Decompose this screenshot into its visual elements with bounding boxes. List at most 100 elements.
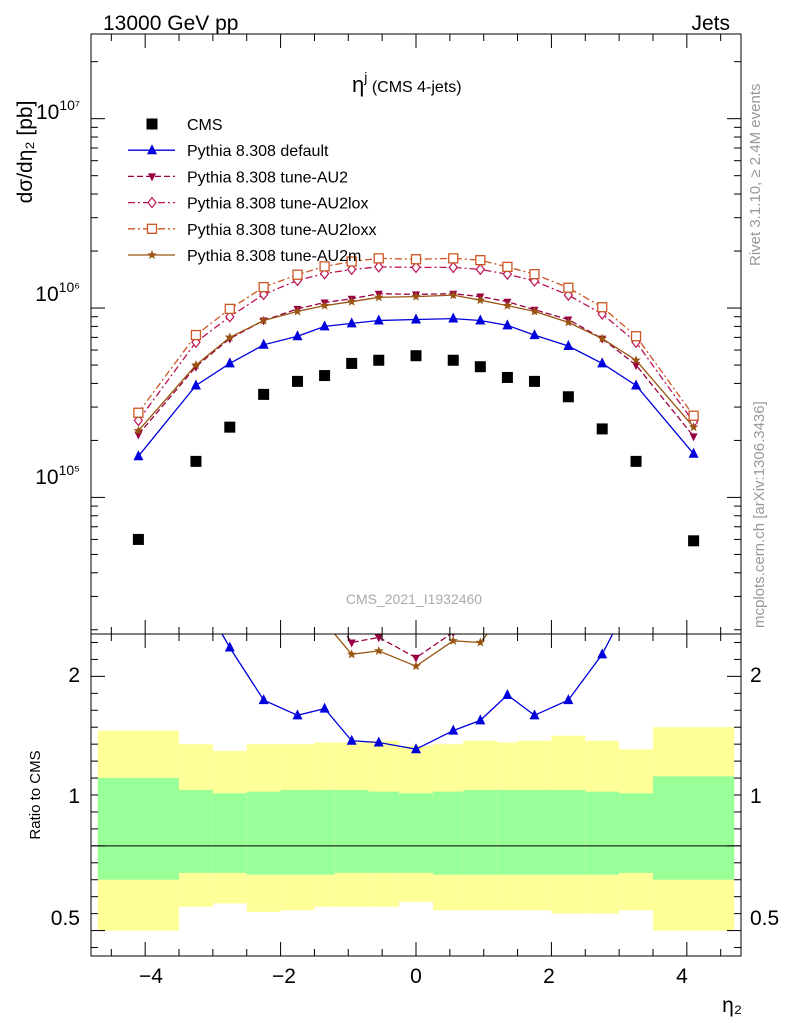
xtick-label-4: 4 bbox=[676, 965, 688, 988]
data-point-s1-16 bbox=[688, 447, 699, 458]
ratio-ytick-label-left-0.5: 0.5 bbox=[51, 907, 80, 930]
data-point-s1-10 bbox=[475, 314, 486, 325]
data-point-s0-14 bbox=[596, 423, 608, 435]
data-point-s0-12 bbox=[528, 375, 540, 387]
x-axis-ticks bbox=[110, 34, 722, 956]
data-point-s4-15 bbox=[630, 331, 642, 342]
ratio-band-inner-4 bbox=[280, 789, 315, 875]
ratio-uncertainty-bands bbox=[97, 727, 735, 931]
legend-label-3: Pythia 8.308 tune-AU2lox bbox=[187, 196, 368, 213]
data-point-s0-1 bbox=[190, 455, 202, 467]
xtick-label-m4: −4 bbox=[139, 965, 163, 988]
header-right-label: Jets bbox=[691, 12, 730, 35]
ratio-band-inner-1 bbox=[179, 789, 213, 873]
ratio-band-inner-2 bbox=[212, 793, 247, 873]
data-point-s5-9 bbox=[448, 290, 458, 300]
ratio-ytick-label-left-2: 2 bbox=[68, 664, 80, 687]
ratio-series-2 bbox=[333, 634, 488, 671]
data-point-s1-14 bbox=[597, 357, 608, 368]
ratio-ytick-label-right-2: 2 bbox=[750, 664, 762, 687]
data-point-s1-11 bbox=[502, 319, 513, 330]
legend-marker-2 bbox=[148, 173, 156, 182]
ratio-band-inner-10 bbox=[463, 789, 498, 875]
data-point-s5-13 bbox=[563, 317, 574, 327]
legend-label-4: Pythia 8.308 tune-AU2loxx bbox=[187, 222, 376, 239]
ratio-band-inner-9 bbox=[432, 791, 464, 875]
ratio-band-inner-8 bbox=[399, 793, 433, 873]
ratio-point-r0-13 bbox=[563, 694, 574, 705]
ratio-ytick-label-right-1: 1 bbox=[750, 785, 762, 808]
data-point-s0-3 bbox=[258, 388, 270, 400]
ratio-point-r0-5 bbox=[319, 702, 330, 713]
ratio-point-r2-6 bbox=[346, 649, 357, 659]
data-point-s3-6 bbox=[346, 263, 357, 276]
ratio-y-ticks bbox=[91, 641, 741, 949]
ratio-point-r0-4 bbox=[292, 709, 303, 720]
data-point-s4-5 bbox=[319, 261, 330, 272]
data-point-s1-2 bbox=[224, 357, 235, 368]
legend-label-5: Pythia 8.308 tune-AU2m bbox=[187, 248, 361, 265]
data-point-s4-3 bbox=[258, 281, 269, 293]
xtick-label-m2: −2 bbox=[272, 965, 296, 988]
ratio-point-r0-2 bbox=[224, 641, 235, 652]
main-ytick-label-1e6: 1010⁶ bbox=[35, 279, 80, 306]
data-point-s4-4 bbox=[292, 269, 303, 280]
ratio-point-r0-12 bbox=[529, 709, 540, 720]
ratio-band-inner-5 bbox=[314, 789, 335, 875]
data-point-s5-2 bbox=[225, 332, 235, 342]
ratio-ytick-label-left-1: 1 bbox=[68, 785, 80, 808]
data-point-s5-12 bbox=[529, 306, 540, 316]
legend-marker-1 bbox=[147, 144, 157, 155]
main-ytick-label-1e7: 1010⁷ bbox=[36, 97, 80, 124]
data-point-s4-16 bbox=[688, 410, 699, 421]
plot-title-superscript: j bbox=[363, 69, 367, 85]
data-point-s1-12 bbox=[529, 329, 540, 340]
data-point-s4-10 bbox=[475, 255, 486, 266]
series-4 bbox=[133, 253, 699, 421]
data-point-s1-8 bbox=[411, 313, 421, 324]
series-1 bbox=[133, 312, 699, 461]
data-point-s4-12 bbox=[529, 269, 540, 280]
data-point-s5-16 bbox=[688, 422, 699, 432]
ratio-point-r1-7 bbox=[374, 634, 383, 643]
data-point-s0-5 bbox=[319, 370, 331, 382]
main-panel: ηj (CMS 4-jets) CMS_2021_I1932460 1010⁵ … bbox=[35, 33, 742, 635]
data-point-s1-3 bbox=[258, 338, 269, 349]
data-point-s3-2 bbox=[225, 310, 235, 323]
plot-title-subtitle: (CMS 4-jets) bbox=[367, 79, 461, 96]
main-series-group bbox=[132, 253, 700, 547]
data-point-s5-4 bbox=[292, 306, 303, 316]
data-point-s0-0 bbox=[132, 533, 144, 545]
ratio-point-r0-6 bbox=[346, 734, 357, 745]
data-point-s0-15 bbox=[630, 455, 642, 467]
data-point-s4-6 bbox=[346, 256, 357, 267]
data-point-s1-13 bbox=[563, 340, 574, 351]
data-point-s3-0 bbox=[133, 414, 144, 427]
main-ytick-label-1e5: 1010⁵ bbox=[35, 462, 80, 489]
ratio-point-r0-10 bbox=[475, 714, 486, 725]
data-point-s1-5 bbox=[319, 320, 330, 331]
data-point-s4-11 bbox=[502, 261, 513, 273]
ratio-panel: 0.5 1 2 0.5 1 2 bbox=[51, 633, 779, 957]
data-point-s5-7 bbox=[374, 292, 384, 302]
data-point-s5-15 bbox=[631, 355, 641, 365]
legend: CMS Pythia 8.308 default Pythia 8.308 tune… bbox=[128, 117, 376, 265]
data-point-s0-10 bbox=[474, 361, 486, 373]
x-axis-label: η₂ bbox=[722, 994, 742, 1017]
analysis-watermark: CMS_2021_I1932460 bbox=[346, 591, 482, 607]
data-point-s4-2 bbox=[224, 303, 235, 315]
data-point-s1-4 bbox=[292, 330, 303, 341]
ratio-point-r0-3 bbox=[258, 694, 269, 705]
legend-marker-4 bbox=[146, 223, 158, 234]
ratio-point-r0-9 bbox=[448, 724, 459, 735]
ratio-ytick-label-right-0.5: 0.5 bbox=[750, 907, 779, 930]
series-5 bbox=[133, 290, 699, 435]
legend-label-1: Pythia 8.308 default bbox=[187, 143, 329, 160]
ratio-point-r1-9 bbox=[451, 634, 455, 638]
main-y-axis-label: dσ/dη₂ [pb] bbox=[14, 101, 37, 204]
data-point-s5-0 bbox=[133, 425, 144, 435]
legend-label-0: CMS bbox=[187, 117, 223, 134]
ratio-point-r0-14 bbox=[597, 648, 608, 659]
legend-marker-3 bbox=[147, 196, 157, 209]
data-point-s1-1 bbox=[190, 379, 201, 390]
